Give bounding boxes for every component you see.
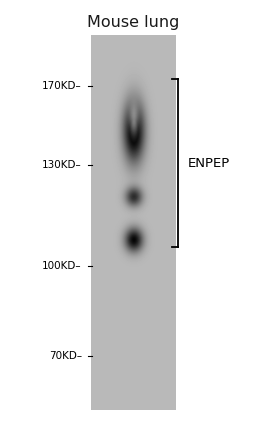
Text: ENPEP: ENPEP [188,157,230,170]
Text: 170KD–: 170KD– [42,82,82,91]
Text: 100KD–: 100KD– [42,261,82,271]
Text: 130KD–: 130KD– [42,160,82,170]
Text: Mouse lung: Mouse lung [87,15,179,30]
Text: 70KD–: 70KD– [49,351,82,361]
